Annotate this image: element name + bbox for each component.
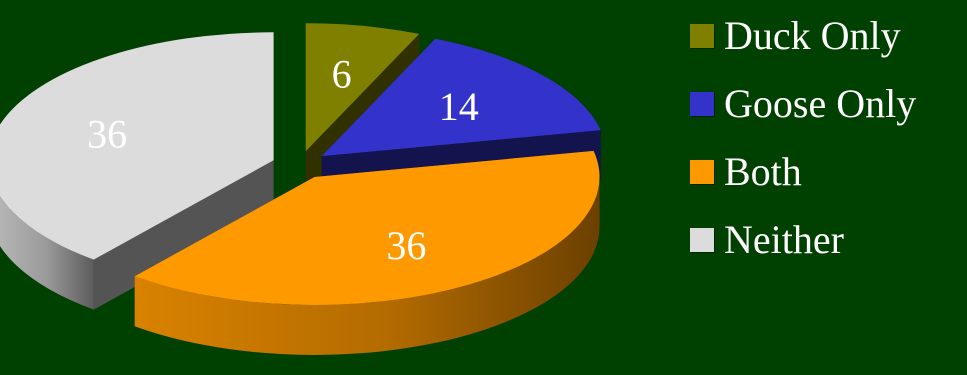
legend-swatch-both [690, 160, 714, 184]
legend-label-neither: Neither [724, 217, 844, 262]
chart-legend: Duck Only Goose Only Both Neither [690, 2, 916, 274]
legend-item-neither: Neither [690, 206, 916, 274]
legend-label-goose-only: Goose Only [724, 81, 917, 126]
data-label-neither: 36 [87, 112, 127, 157]
pie-slice-rim-neither [0, 196, 94, 310]
legend-label-duck-only: Duck Only [724, 13, 901, 58]
pie-slice-rim-both [134, 176, 600, 355]
pie-slice-both [134, 150, 600, 355]
data-label-goose-only: 14 [439, 84, 479, 129]
legend-item-both: Both [690, 138, 916, 206]
pie-slice-top-both [134, 150, 600, 305]
pie-slice-top-neither [0, 32, 274, 260]
legend-label-both: Both [724, 149, 802, 194]
pie-slice-top-duck-only [305, 23, 420, 152]
legend-swatch-goose-only [690, 92, 714, 116]
legend-swatch-neither [690, 228, 714, 252]
data-label-both: 36 [386, 223, 426, 268]
pie-slice-top-goose-only [321, 38, 601, 157]
legend-item-goose-only: Goose Only [690, 70, 916, 138]
legend-item-duck-only: Duck Only [690, 2, 916, 70]
pie-slice-side-neither-0 [93, 160, 274, 310]
legend-swatch-duck-only [690, 24, 714, 48]
data-label-duck-only: 6 [332, 52, 352, 97]
pie-slice-neither [0, 32, 274, 310]
